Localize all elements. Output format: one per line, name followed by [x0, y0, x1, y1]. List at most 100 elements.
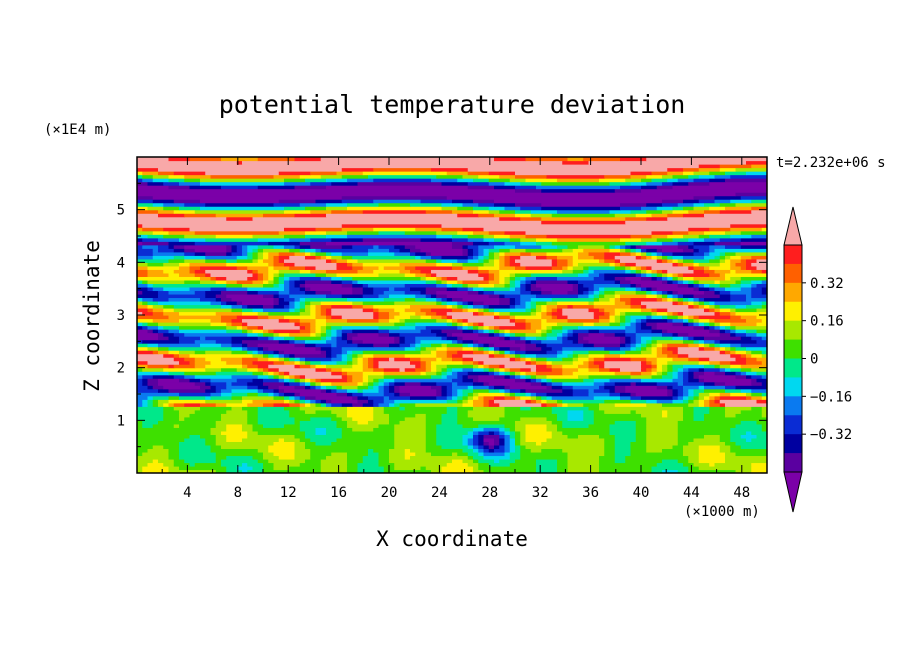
field-cell [467, 392, 474, 397]
field-cell [200, 434, 217, 439]
field-cell [683, 392, 689, 397]
field-cell [719, 350, 726, 355]
field-cell [278, 251, 296, 256]
field-cell [536, 441, 542, 446]
field-cell [572, 286, 579, 292]
field-cell [593, 311, 605, 316]
field-cell [614, 318, 621, 323]
field-cell [362, 364, 369, 369]
field-cell [273, 262, 285, 267]
field-cell [499, 269, 563, 274]
field-cell [698, 322, 705, 327]
field-cell [709, 227, 731, 232]
field-cell [352, 364, 364, 369]
field-cell [320, 465, 348, 471]
field-cell [158, 378, 180, 383]
field-cell [620, 206, 642, 211]
field-cell [194, 462, 222, 467]
field-cell [226, 329, 243, 334]
field-cell [672, 258, 679, 263]
field-cell [530, 286, 542, 292]
field-cell [698, 399, 705, 404]
field-cell [515, 297, 521, 302]
field-cell [740, 241, 767, 246]
field-cell [452, 199, 474, 204]
field-cell [525, 427, 548, 432]
field-cell [394, 399, 448, 404]
field-cell [294, 360, 301, 365]
field-cell [719, 255, 726, 260]
field-cell [163, 234, 185, 239]
field-cell [373, 343, 390, 348]
field-cell [478, 434, 485, 439]
field-cell [525, 157, 569, 162]
field-cell [336, 262, 348, 267]
field-cell [415, 451, 432, 457]
field-cell [599, 293, 605, 299]
field-cell [268, 272, 275, 277]
field-cell [698, 286, 710, 292]
field-cell [593, 300, 616, 306]
field-cell [746, 332, 758, 337]
field-cell [719, 332, 731, 337]
field-cell [499, 388, 506, 393]
field-cell [242, 322, 248, 327]
field-cell [467, 304, 474, 309]
field-cell [137, 315, 170, 320]
field-cell [257, 269, 269, 274]
field-cell [420, 307, 432, 313]
field-cell [525, 371, 537, 376]
field-cell [483, 437, 495, 442]
field-cell [651, 364, 658, 369]
field-cell [562, 381, 595, 386]
field-cell [604, 286, 626, 292]
field-cell [404, 346, 416, 351]
field-cell [273, 402, 290, 407]
field-cell [599, 286, 605, 292]
field-cell [242, 318, 280, 323]
field-cell [247, 346, 259, 351]
field-cell [184, 202, 206, 207]
field-cell [347, 420, 359, 425]
field-cell [578, 279, 616, 284]
field-cell [494, 272, 500, 277]
field-cell [273, 465, 290, 471]
field-cell [525, 339, 532, 344]
field-cell [635, 409, 663, 414]
field-cell [730, 353, 742, 358]
field-cell [142, 300, 149, 306]
field-cell [294, 343, 306, 348]
field-cell [163, 385, 201, 390]
field-cell [436, 276, 443, 281]
field-cell [730, 434, 742, 439]
field-cell [394, 437, 427, 442]
field-cell [194, 290, 206, 295]
field-cell [562, 160, 590, 165]
field-cell [473, 325, 479, 330]
field-cell [473, 381, 485, 386]
field-cell [483, 322, 516, 327]
field-cell [331, 329, 338, 334]
field-cell [173, 199, 201, 204]
field-cell [452, 339, 458, 344]
field-cell [394, 434, 427, 439]
field-cell [646, 293, 658, 299]
field-cell [473, 286, 485, 292]
field-cell [499, 248, 511, 253]
field-cell [137, 360, 149, 365]
field-cell [525, 286, 532, 292]
field-cell [341, 244, 353, 249]
field-cell [147, 279, 185, 284]
field-cell [236, 367, 248, 372]
field-cell [142, 399, 149, 404]
field-cell [368, 451, 380, 457]
field-cell [709, 272, 721, 277]
field-cell [341, 430, 395, 435]
field-cell [410, 286, 427, 292]
field-cell [578, 293, 590, 299]
field-cell [494, 350, 500, 355]
field-cell [725, 406, 752, 411]
field-cell [378, 202, 411, 207]
field-cell [740, 343, 767, 348]
field-cell [735, 269, 752, 274]
